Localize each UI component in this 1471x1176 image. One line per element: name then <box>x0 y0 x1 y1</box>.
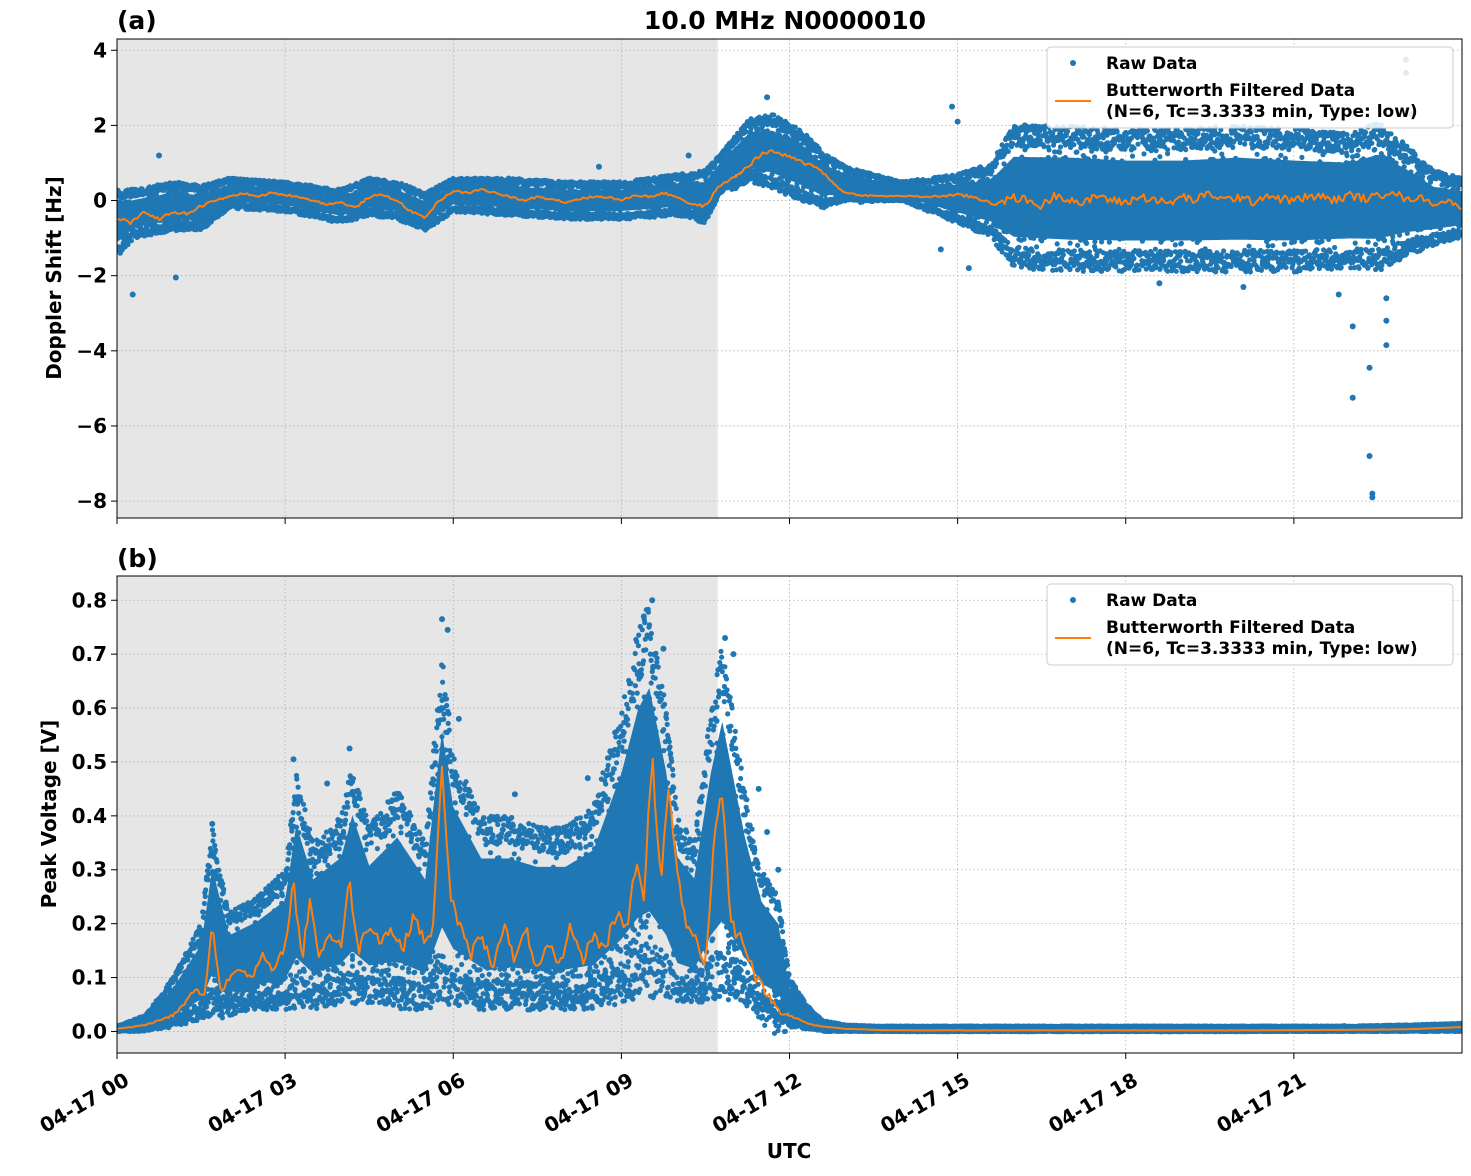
panel-a-label: (a) <box>117 6 157 35</box>
chart-title: 10.0 MHz N0000010 <box>644 6 926 35</box>
night-shade-a <box>117 39 718 518</box>
raw-data-point <box>129 238 134 243</box>
